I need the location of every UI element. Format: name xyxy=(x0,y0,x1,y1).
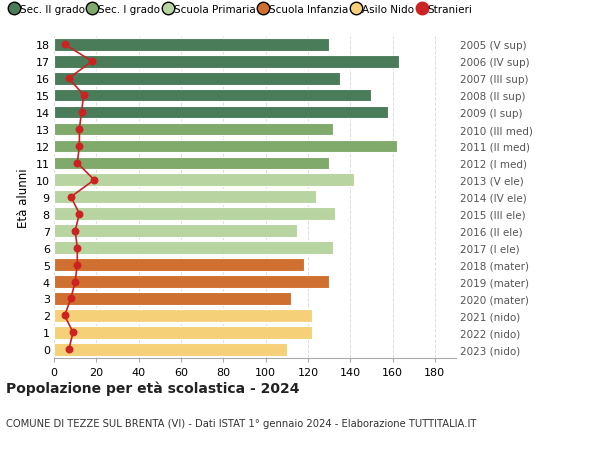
Bar xyxy=(54,225,298,237)
Bar xyxy=(54,292,291,305)
Bar xyxy=(54,106,388,119)
Point xyxy=(74,211,84,218)
Bar xyxy=(54,208,335,221)
Y-axis label: Età alunni: Età alunni xyxy=(17,168,30,227)
Bar xyxy=(54,39,329,51)
Bar xyxy=(54,343,287,356)
Point xyxy=(66,295,76,302)
Point xyxy=(60,41,70,49)
Point xyxy=(73,160,82,167)
Text: COMUNE DI TEZZE SUL BRENTA (VI) - Dati ISTAT 1° gennaio 2024 - Elaborazione TUTT: COMUNE DI TEZZE SUL BRENTA (VI) - Dati I… xyxy=(6,418,476,428)
Bar xyxy=(54,259,304,271)
Point xyxy=(68,329,78,336)
Y-axis label: Anni di nascita: Anni di nascita xyxy=(596,154,600,241)
Bar xyxy=(54,73,340,85)
Bar xyxy=(54,90,371,102)
Bar xyxy=(54,191,316,204)
Bar xyxy=(54,123,333,136)
Point xyxy=(89,177,99,184)
Point xyxy=(60,312,70,319)
Text: Popolazione per età scolastica - 2024: Popolazione per età scolastica - 2024 xyxy=(6,381,299,396)
Point xyxy=(64,346,74,353)
Point xyxy=(70,228,80,235)
Point xyxy=(73,245,82,252)
Bar xyxy=(54,174,355,187)
Point xyxy=(70,278,80,285)
Bar xyxy=(54,157,329,170)
Point xyxy=(79,92,88,100)
Bar xyxy=(54,242,333,254)
Point xyxy=(66,194,76,201)
Bar xyxy=(54,140,397,153)
Bar xyxy=(54,275,329,288)
Point xyxy=(73,261,82,269)
Bar xyxy=(54,56,399,68)
Bar xyxy=(54,309,312,322)
Bar xyxy=(54,326,312,339)
Point xyxy=(77,109,86,117)
Legend: Sec. II grado, Sec. I grado, Scuola Primaria, Scuola Infanzia, Asilo Nido, Stran: Sec. II grado, Sec. I grado, Scuola Prim… xyxy=(11,5,472,16)
Point xyxy=(87,58,97,66)
Point xyxy=(74,126,84,134)
Point xyxy=(74,143,84,150)
Point xyxy=(64,75,74,83)
